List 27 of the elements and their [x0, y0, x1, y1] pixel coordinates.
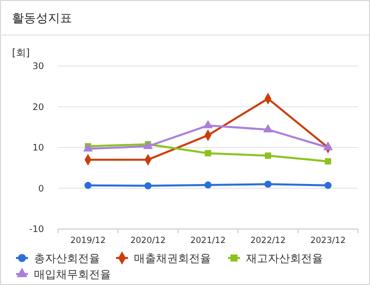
- x-tick-label: 2019/12: [70, 236, 106, 246]
- chart-title: 활동성지표: [12, 11, 72, 25]
- point: [204, 150, 212, 156]
- point: [264, 152, 272, 159]
- point: [323, 142, 333, 150]
- legend-label: 재고자산회전율: [246, 252, 323, 265]
- y-tick-label: 20: [32, 102, 44, 113]
- point: [204, 181, 212, 189]
- point: [84, 182, 92, 189]
- point: [144, 182, 152, 190]
- x-tick-label: 2023/12: [310, 236, 346, 246]
- legend-label: 매입채무회전율: [34, 268, 111, 281]
- point: [263, 124, 273, 132]
- legend-label: 총자산회전율: [34, 252, 100, 265]
- x-tick-label: 2021/12: [190, 236, 226, 246]
- y-tick-label: 10: [32, 144, 44, 154]
- y-tick-label: -10: [29, 225, 44, 236]
- y-axis-title: [회]: [12, 48, 30, 59]
- y-tick-label: 30: [32, 62, 44, 72]
- point: [264, 180, 272, 188]
- y-tick-label: 0: [38, 184, 44, 194]
- point: [324, 182, 332, 189]
- x-tick-label: 2022/12: [250, 236, 286, 246]
- point: [324, 158, 332, 165]
- point: [203, 120, 213, 128]
- legend-label: 매출채권회전율: [134, 252, 211, 265]
- x-tick-label: 2020/12: [130, 236, 166, 246]
